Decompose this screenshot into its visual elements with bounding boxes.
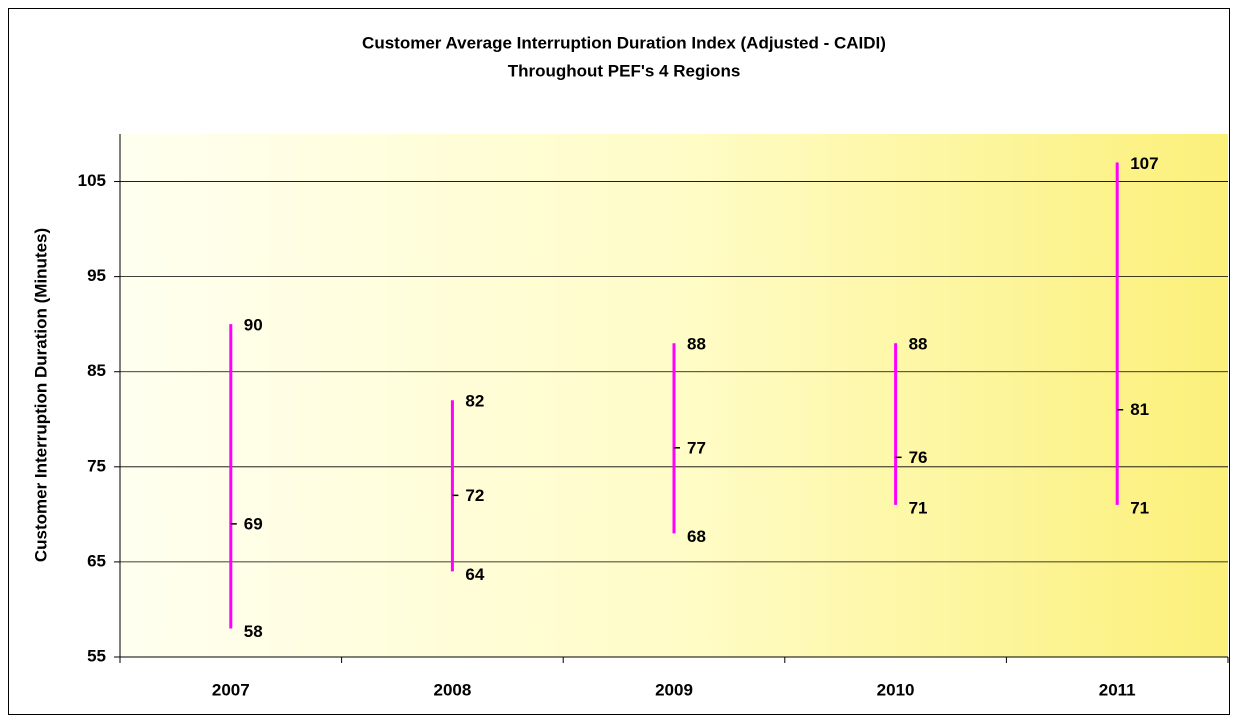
average-label: 76 <box>909 448 928 467</box>
x-tick-label: 2010 <box>877 680 915 699</box>
low-label: 64 <box>465 565 484 584</box>
y-tick-label: 105 <box>78 171 106 190</box>
average-label: 81 <box>1130 400 1149 419</box>
low-label: 71 <box>1130 498 1149 517</box>
average-label: 72 <box>465 486 484 505</box>
y-tick-label: 55 <box>87 646 106 665</box>
low-label: 71 <box>909 498 928 517</box>
y-tick-label: 95 <box>87 266 106 285</box>
x-tick-label: 2011 <box>1099 680 1136 699</box>
x-tick-label: 2007 <box>212 680 250 699</box>
average-label: 77 <box>687 438 706 457</box>
chart-subtitle: Throughout PEF's 4 Regions <box>508 61 741 80</box>
x-tick-label: 2008 <box>433 680 471 699</box>
y-tick-label: 75 <box>87 456 106 475</box>
average-label: 69 <box>244 514 263 533</box>
y-tick-label: 85 <box>87 361 106 380</box>
high-label: 82 <box>465 392 484 411</box>
y-tick-label: 65 <box>87 551 106 570</box>
x-tick-label: 2009 <box>655 680 693 699</box>
low-label: 58 <box>244 622 263 641</box>
high-label: 88 <box>687 335 706 354</box>
chart-title: Customer Average Interruption Duration I… <box>362 33 886 52</box>
y-axis-label: Customer Interruption Duration (Minutes) <box>31 228 50 562</box>
low-label: 68 <box>687 527 706 546</box>
high-label: 90 <box>244 316 263 335</box>
high-label: 107 <box>1130 154 1158 173</box>
high-label: 88 <box>909 335 928 354</box>
